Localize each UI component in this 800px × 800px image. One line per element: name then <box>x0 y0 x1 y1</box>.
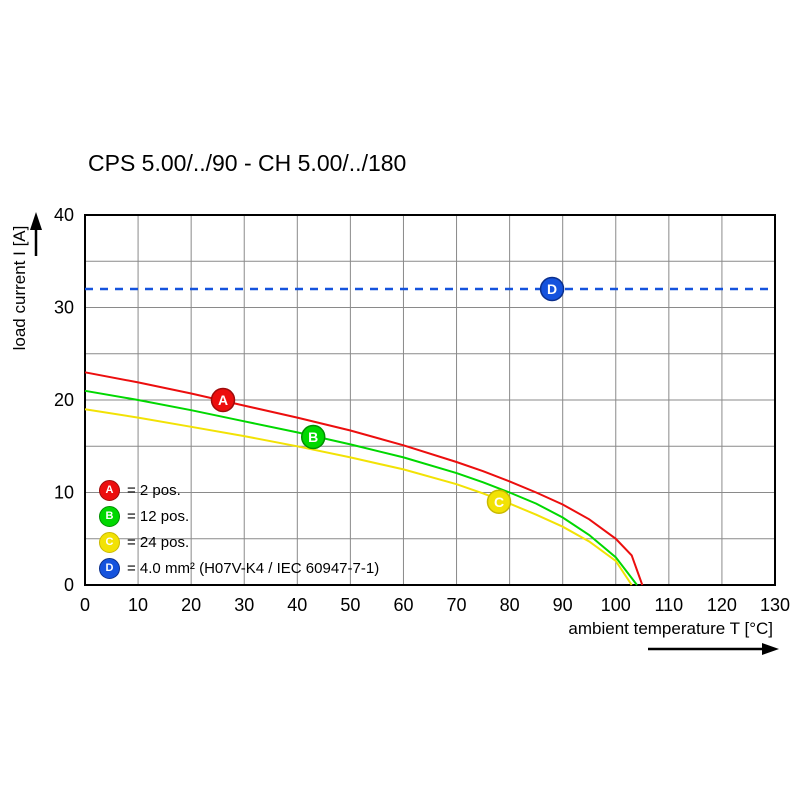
y-tick-label: 0 <box>64 575 74 595</box>
legend-label-c: = 24 pos. <box>127 533 190 551</box>
marker-circle-C <box>486 489 512 514</box>
legend-dot-c: C <box>99 531 120 553</box>
marker-letter-B: B <box>308 429 318 445</box>
y-tick-label: 40 <box>54 205 74 225</box>
x-tick-label: 40 <box>287 595 307 615</box>
x-tick-label: 30 <box>234 595 254 615</box>
y-tick-label: 20 <box>54 390 74 410</box>
marker-letter-A: A <box>218 392 228 408</box>
legend-item-a: A = 2 pos. <box>99 477 379 503</box>
x-tick-label: 130 <box>760 595 790 615</box>
marker-B: B <box>300 424 326 450</box>
marker-letter-D: D <box>547 281 557 297</box>
marker-D: D <box>539 276 565 302</box>
legend-label-d: = 4.0 mm² (H07V-K4 / IEC 60947-7-1) <box>127 559 380 577</box>
marker-A: A <box>210 387 236 413</box>
x-tick-label: 80 <box>500 595 520 615</box>
x-tick-label: 110 <box>654 595 683 615</box>
legend-label-a: = 2 pos. <box>127 481 181 499</box>
legend-dot-a: A <box>99 479 120 501</box>
x-tick-label: 0 <box>80 595 90 615</box>
x-tick-label: 100 <box>601 595 631 615</box>
x-tick-label: 70 <box>447 595 467 615</box>
x-tick-label: 10 <box>128 595 148 615</box>
y-tick-label: 10 <box>54 483 74 503</box>
x-axis-arrow-head <box>762 643 779 655</box>
curve-B <box>84 389 638 586</box>
marker-circle-D <box>539 276 565 302</box>
x-tick-label: 20 <box>181 595 201 615</box>
chart-title: CPS 5.00/../90 - CH 5.00/../180 <box>88 150 407 176</box>
legend: A = 2 pos. B = 12 pos. C = 24 pos. D = 4… <box>99 477 379 581</box>
legend-label-b: = 12 pos. <box>127 507 190 525</box>
x-axis-arrow <box>648 643 779 655</box>
y-tick-label: 30 <box>54 298 74 318</box>
x-tick-label: 120 <box>707 595 737 615</box>
y-axis-arrow <box>30 212 42 256</box>
x-tick-label: 50 <box>340 595 360 615</box>
y-axis-label: load current I [A] <box>10 225 29 351</box>
legend-dot-d: D <box>99 557 120 579</box>
y-axis-arrow-head <box>30 212 42 230</box>
marker-letter-C: C <box>494 494 504 510</box>
legend-item-c: C = 24 pos. <box>99 529 379 555</box>
marker-C: C <box>486 489 512 514</box>
legend-item-d: D = 4.0 mm² (H07V-K4 / IEC 60947-7-1) <box>99 555 379 581</box>
legend-item-b: B = 12 pos. <box>99 503 379 529</box>
x-tick-label: 60 <box>393 595 413 615</box>
marker-circle-B <box>300 424 326 450</box>
x-tick-label: 90 <box>553 595 573 615</box>
x-axis-label: ambient temperature T [°C] <box>568 619 773 638</box>
plot-border <box>84 214 776 586</box>
legend-dot-b: B <box>99 505 120 527</box>
curve-C <box>84 408 633 586</box>
marker-circle-A <box>210 387 236 413</box>
